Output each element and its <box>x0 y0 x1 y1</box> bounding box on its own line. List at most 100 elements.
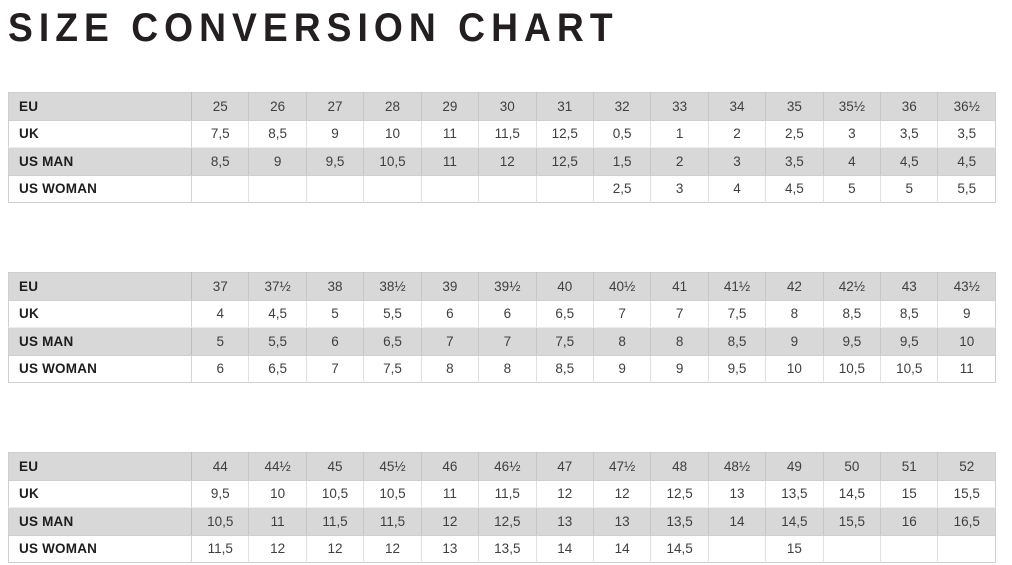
size-cell: 32 <box>593 92 652 121</box>
size-cell: 5 <box>191 327 250 356</box>
size-cell: 14,5 <box>650 535 709 563</box>
size-cell: 5 <box>306 300 365 328</box>
size-cell: 30 <box>478 92 537 121</box>
size-cell: 12 <box>363 535 422 563</box>
size-cell: 9 <box>593 355 652 383</box>
size-cell: 4,5 <box>937 147 996 176</box>
size-cell: 5 <box>880 175 939 203</box>
row-label-eu: EU <box>8 452 192 481</box>
size-table-2: EU 37 37½ 38 38½ 39 39½ 40 40½ 41 41½ 42 42½ 43 43½ UK 4… <box>8 272 996 383</box>
size-cell: 8 <box>650 327 709 356</box>
size-cell: 28 <box>363 92 422 121</box>
size-cell: 47 <box>536 452 594 481</box>
size-cell: 14 <box>536 535 594 563</box>
size-table-1: EU 25 26 27 28 29 30 31 32 33 34 35 35½ 36 36½ UK 7,5 8,5… <box>8 92 996 203</box>
size-table-3: EU 44 44½ 45 45½ 46 46½ 47 47½ 48 48½ 49 50 51 52 UK 9,5… <box>8 452 996 563</box>
size-cell: 40½ <box>593 272 652 301</box>
size-cell: 45½ <box>363 452 422 481</box>
size-cell: 11 <box>421 147 480 176</box>
table-row: EU 37 37½ 38 38½ 39 39½ 40 40½ 41 41½ 42 42½ 43 43½ <box>8 272 996 301</box>
page-title: SIZE CONVERSION CHART <box>8 6 619 50</box>
size-cell: 37½ <box>248 272 307 301</box>
size-cell: 4,5 <box>765 175 824 203</box>
size-cell: 12 <box>306 535 365 563</box>
size-cell: 12 <box>593 480 652 508</box>
size-cell: 14 <box>593 535 652 563</box>
size-cell: 5 <box>823 175 882 203</box>
size-cell: 4 <box>191 300 250 328</box>
size-cell <box>708 535 767 563</box>
size-cell: 8 <box>421 355 480 383</box>
table-row: US MAN 8,5 9 9,5 10,5 11 12 12,5 1,5 2 3 3,5 4 4,5 4,5 <box>8 147 996 176</box>
size-cell: 16 <box>880 507 939 536</box>
size-cell: 9 <box>765 327 824 356</box>
size-cell: 40 <box>536 272 594 301</box>
size-cell <box>478 175 537 203</box>
size-cell: 16,5 <box>937 507 996 536</box>
size-cell: 46 <box>421 452 480 481</box>
size-cell: 38½ <box>363 272 422 301</box>
size-cell: 9,5 <box>306 147 365 176</box>
size-cell: 14,5 <box>823 480 882 508</box>
size-cell: 7,5 <box>363 355 422 383</box>
row-label-uk: UK <box>8 300 192 328</box>
size-cell: 15 <box>880 480 939 508</box>
size-cell: 1,5 <box>593 147 652 176</box>
size-cell: 4,5 <box>880 147 939 176</box>
size-cell: 50 <box>823 452 882 481</box>
table-row: EU 44 44½ 45 45½ 46 46½ 47 47½ 48 48½ 49 50 51 52 <box>8 452 996 481</box>
size-cell: 45 <box>306 452 365 481</box>
table-row: US WOMAN 11,5 12 12 12 13 13,5 14 14 14,5 15 <box>8 535 996 563</box>
size-cell: 13,5 <box>478 535 537 563</box>
size-cell <box>421 175 480 203</box>
size-cell: 39½ <box>478 272 537 301</box>
size-cell: 6 <box>191 355 250 383</box>
size-tables-container: EU 25 26 27 28 29 30 31 32 33 34 35 35½ 36 36½ UK 7,5 8,5… <box>8 92 996 563</box>
size-cell: 43½ <box>937 272 996 301</box>
size-cell: 7,5 <box>708 300 767 328</box>
size-cell <box>880 535 939 563</box>
size-cell: 11,5 <box>306 507 365 536</box>
table-row: US WOMAN 2,5 3 4 4,5 5 5 5,5 <box>8 175 996 203</box>
size-cell: 3,5 <box>937 120 996 148</box>
size-cell: 11 <box>421 480 480 508</box>
size-cell: 7 <box>306 355 365 383</box>
size-cell: 0,5 <box>593 120 652 148</box>
size-cell: 12,5 <box>536 147 594 176</box>
size-cell: 15 <box>765 535 824 563</box>
size-cell: 12 <box>536 480 594 508</box>
size-cell <box>248 175 307 203</box>
size-cell: 5,5 <box>363 300 422 328</box>
size-cell: 37 <box>191 272 250 301</box>
table-row: EU 25 26 27 28 29 30 31 32 33 34 35 35½ 36 36½ <box>8 92 996 121</box>
size-cell: 9 <box>650 355 709 383</box>
size-cell: 2,5 <box>765 120 824 148</box>
size-cell: 34 <box>708 92 767 121</box>
size-cell: 12 <box>248 535 307 563</box>
size-cell: 8 <box>478 355 537 383</box>
size-cell: 7 <box>478 327 537 356</box>
size-cell: 2,5 <box>593 175 652 203</box>
size-cell <box>191 175 250 203</box>
size-cell <box>823 535 882 563</box>
size-cell: 9 <box>248 147 307 176</box>
size-cell: 49 <box>765 452 824 481</box>
size-cell: 13,5 <box>765 480 824 508</box>
size-cell: 4,5 <box>248 300 307 328</box>
size-cell: 12,5 <box>478 507 537 536</box>
size-cell: 42 <box>765 272 824 301</box>
size-cell: 6 <box>306 327 365 356</box>
size-cell <box>363 175 422 203</box>
size-cell: 2 <box>708 120 767 148</box>
size-cell: 10,5 <box>880 355 939 383</box>
size-cell: 48 <box>650 452 709 481</box>
size-cell: 11 <box>421 120 480 148</box>
size-cell: 39 <box>421 272 480 301</box>
table-row: US MAN 10,5 11 11,5 11,5 12 12,5 13 13 13,5 14 14,5… <box>8 507 996 536</box>
size-cell: 8,5 <box>191 147 250 176</box>
size-cell: 8 <box>593 327 652 356</box>
size-cell: 31 <box>536 92 594 121</box>
size-cell: 36 <box>880 92 939 121</box>
size-cell: 38 <box>306 272 365 301</box>
